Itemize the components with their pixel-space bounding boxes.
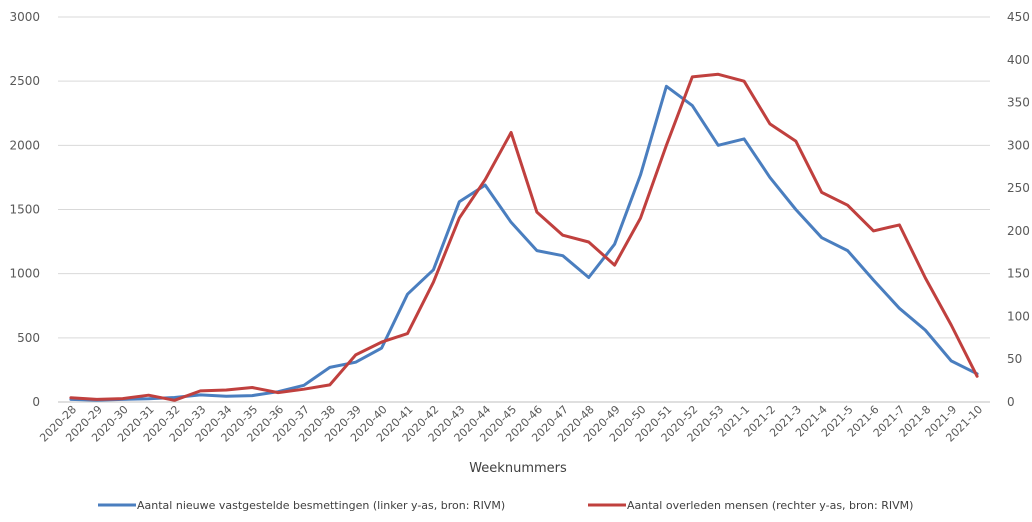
left-y-tick-label: 2500 (9, 74, 40, 88)
right-y-tick-label: 50 (1007, 352, 1022, 366)
legend-label-infections: Aantal nieuwe vastgestelde besmettingen … (137, 499, 505, 512)
right-y-tick-label: 400 (1007, 53, 1030, 67)
right-y-tick-label: 0 (1007, 395, 1015, 409)
gridlines (58, 16, 990, 403)
series-line-deaths (69, 72, 979, 402)
left-y-tick-label: 2000 (9, 138, 40, 152)
legend: Aantal nieuwe vastgestelde besmettingen … (98, 499, 913, 512)
left-y-tick-label: 0 (32, 395, 40, 409)
right-y-tick-label: 100 (1007, 309, 1030, 323)
right-y-tick-label: 350 (1007, 96, 1030, 110)
left-y-tick-label: 1000 (9, 267, 40, 281)
series-line-infections (69, 84, 979, 402)
x-axis-title: Weeknummers (469, 461, 567, 476)
series-lines (69, 72, 979, 402)
left-y-tick-label: 500 (17, 331, 40, 345)
right-y-tick-label: 200 (1007, 224, 1030, 238)
right-y-tick-label: 300 (1007, 138, 1030, 152)
right-y-tick-label: 150 (1007, 267, 1030, 281)
left-y-tick-label: 3000 (9, 10, 40, 24)
left-y-tick-label: 1500 (9, 203, 40, 217)
left-y-axis-ticks: 0 500 1000 1500 2000 2500 3000 (9, 10, 40, 409)
x-axis-ticks: 2020-282020-292020-302020-312020-322020-… (37, 403, 985, 445)
right-y-axis-ticks: 0 50 100 150 200 250 300 350 400 450 (1007, 10, 1030, 409)
legend-label-deaths: Aantal overleden mensen (rechter y-as, b… (627, 499, 913, 512)
right-y-tick-label: 450 (1007, 10, 1030, 24)
right-y-tick-label: 250 (1007, 181, 1030, 195)
